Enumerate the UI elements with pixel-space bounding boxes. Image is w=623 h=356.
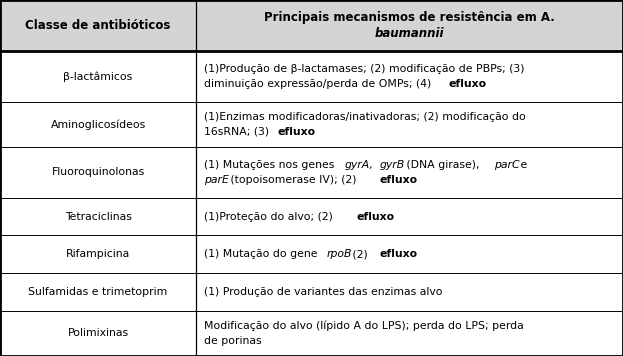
Text: gyrA,: gyrA,	[345, 160, 374, 170]
Text: (1)Produção de β-lactamases; (2) modificação de PBPs; (3): (1)Produção de β-lactamases; (2) modific…	[204, 64, 525, 74]
Text: Polimixinas: Polimixinas	[67, 328, 129, 339]
Text: Rifampicina: Rifampicina	[66, 249, 130, 259]
Text: (1) Mutações nos genes: (1) Mutações nos genes	[204, 160, 338, 170]
Bar	[196, 51, 623, 102]
Text: de porinas: de porinas	[204, 336, 262, 346]
Text: (1)Enzimas modificadoras/inativadoras; (2) modificação do: (1)Enzimas modificadoras/inativadoras; (…	[204, 112, 526, 122]
Text: (2): (2)	[350, 249, 371, 259]
Bar	[0, 198, 196, 235]
Text: Sulfamidas e trimetoprim: Sulfamidas e trimetoprim	[29, 287, 168, 297]
Bar	[0, 273, 196, 311]
Text: gyrB: gyrB	[379, 160, 405, 170]
Text: (DNA girase),: (DNA girase),	[402, 160, 483, 170]
Text: Tetraciclinas: Tetraciclinas	[65, 211, 131, 222]
Text: β-lactâmicos: β-lactâmicos	[64, 71, 133, 82]
Text: efluxo: efluxo	[357, 211, 395, 222]
Text: (topoisomerase IV); (2): (topoisomerase IV); (2)	[227, 175, 361, 185]
Bar	[0, 102, 196, 147]
Text: (1) Produção de variantes das enzimas alvo: (1) Produção de variantes das enzimas al…	[204, 287, 443, 297]
Bar	[0, 51, 196, 102]
Bar	[196, 147, 623, 198]
Text: (1) Mutação do gene: (1) Mutação do gene	[204, 249, 321, 259]
Text: efluxo: efluxo	[277, 127, 316, 137]
Bar	[196, 235, 623, 273]
Text: e: e	[517, 160, 528, 170]
Text: Modificação do alvo (lípido A do LPS); perda do LPS; perda: Modificação do alvo (lípido A do LPS); p…	[204, 321, 524, 331]
Bar	[0, 147, 196, 198]
Bar	[196, 102, 623, 147]
Text: Aminoglicosídeos: Aminoglicosídeos	[50, 119, 146, 130]
Bar	[0, 235, 196, 273]
Text: efluxo: efluxo	[380, 175, 418, 185]
Bar	[196, 273, 623, 311]
Text: parC: parC	[494, 160, 520, 170]
Text: (1)Proteção do alvo; (2): (1)Proteção do alvo; (2)	[204, 211, 336, 222]
Bar	[196, 198, 623, 235]
Text: Classe de antibióticos: Classe de antibióticos	[26, 19, 171, 32]
Text: rpoB: rpoB	[326, 249, 352, 259]
Text: efluxo: efluxo	[448, 79, 487, 89]
Bar	[196, 311, 623, 356]
Text: parE: parE	[204, 175, 229, 185]
Text: 16sRNA; (3): 16sRNA; (3)	[204, 127, 273, 137]
Bar	[0, 311, 196, 356]
Text: Principais mecanismos de resistência em A.: Principais mecanismos de resistência em …	[264, 11, 555, 24]
Text: baumannii: baumannii	[375, 27, 444, 40]
Bar	[196, 0, 623, 51]
Bar	[0, 0, 196, 51]
Text: Fluoroquinolonas: Fluoroquinolonas	[52, 167, 145, 177]
Text: efluxo: efluxo	[380, 249, 418, 259]
Text: diminuição expressão/perda de OMPs; (4): diminuição expressão/perda de OMPs; (4)	[204, 79, 435, 89]
